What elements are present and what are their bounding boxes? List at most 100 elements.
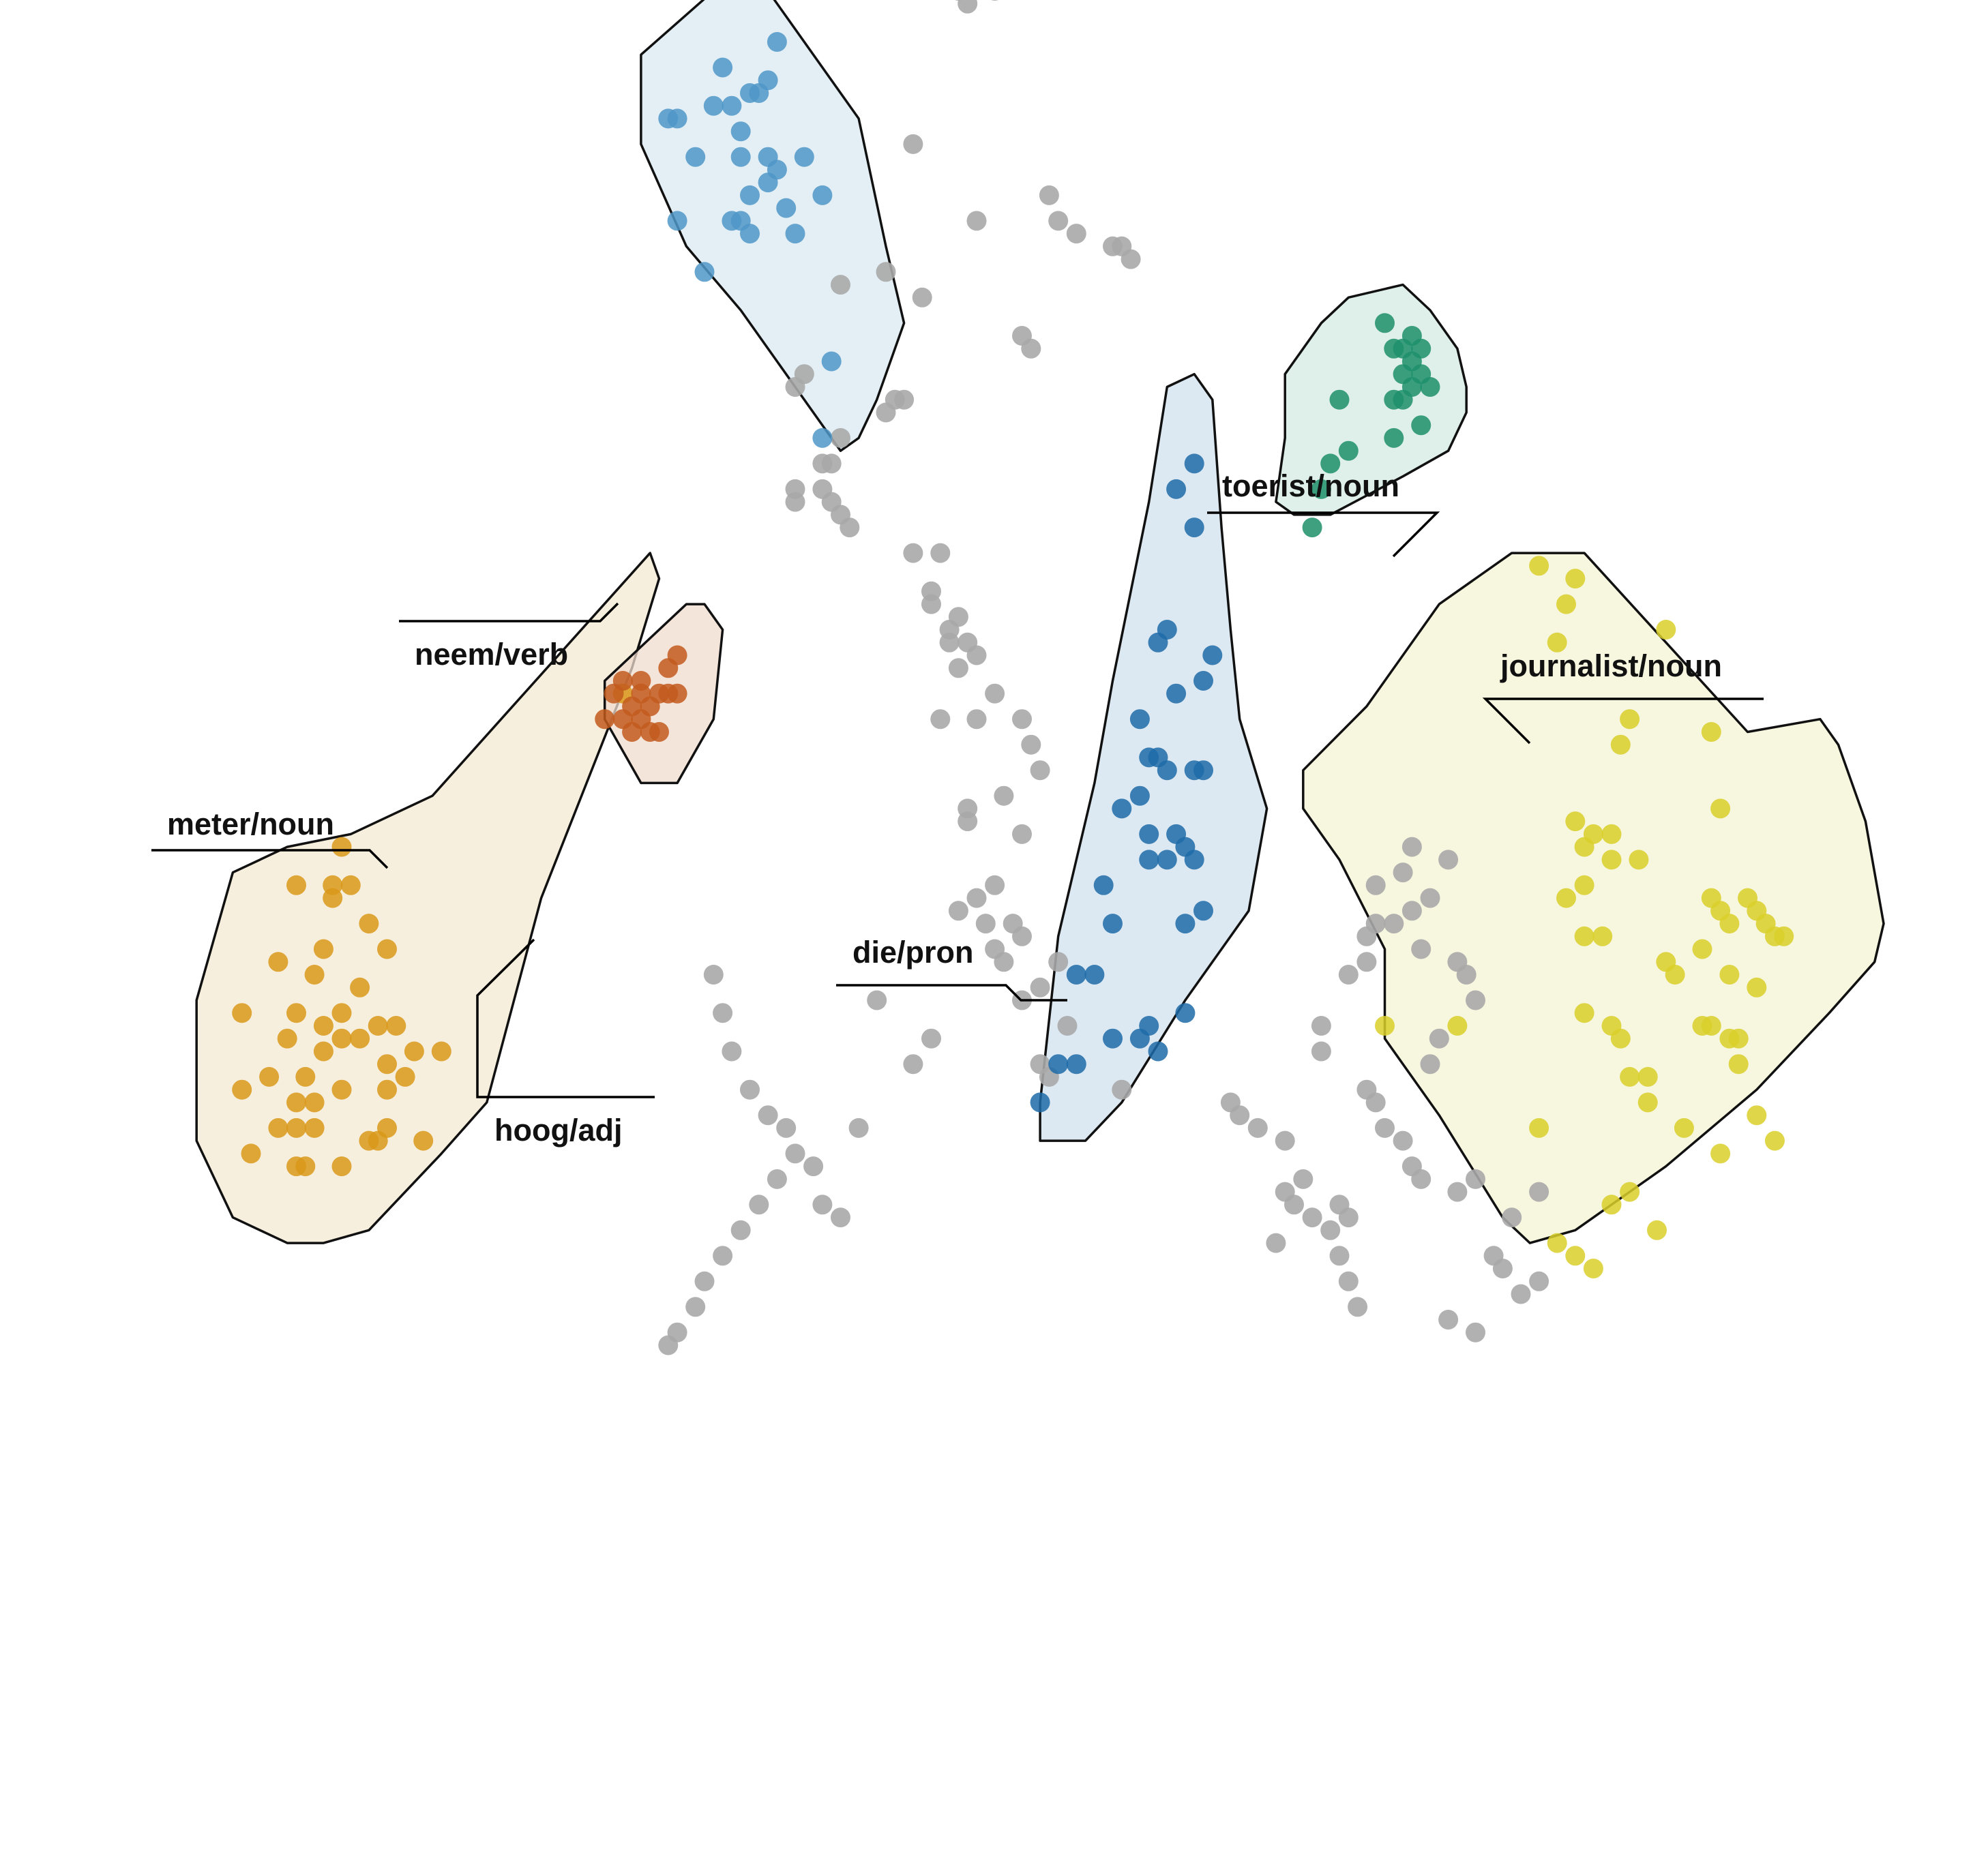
point-unclustered xyxy=(948,658,968,678)
point-neem-verb xyxy=(658,108,679,129)
point-unclustered xyxy=(1420,1054,1440,1075)
point-unclustered xyxy=(876,262,896,282)
point-meter-noun xyxy=(331,837,352,857)
point-meter-noun xyxy=(313,939,333,959)
point-unclustered xyxy=(1401,901,1422,921)
label-group-neem-verb: neem/verb xyxy=(399,602,619,672)
point-die-pron xyxy=(1193,760,1213,781)
point-journalist-noun xyxy=(1592,926,1613,946)
point-toerist-noun xyxy=(1411,338,1431,359)
point-unclustered xyxy=(966,709,987,730)
point-neem-verb xyxy=(730,147,751,167)
leader-line-hoog-adj xyxy=(476,938,655,1098)
point-die-pron xyxy=(1112,798,1132,819)
point-journalist-noun xyxy=(1601,850,1622,870)
point-unclustered xyxy=(1492,1259,1513,1278)
point-unclustered xyxy=(894,389,915,410)
point-unclustered xyxy=(1438,850,1459,870)
point-neem-verb xyxy=(694,262,715,282)
point-unclustered xyxy=(1375,1118,1395,1138)
point-unclustered xyxy=(1338,965,1359,985)
point-unclustered xyxy=(1012,709,1032,730)
point-toerist-noun xyxy=(1320,453,1341,474)
point-journalist-noun xyxy=(1637,1066,1658,1087)
point-unclustered xyxy=(1393,1130,1413,1151)
point-die-pron xyxy=(1048,1054,1069,1075)
point-toerist-noun xyxy=(1420,377,1440,397)
point-unclustered xyxy=(1466,990,1485,1010)
point-die-pron xyxy=(1103,914,1123,934)
point-unclustered xyxy=(1320,1220,1341,1240)
point-unclustered xyxy=(1393,862,1413,883)
point-hoog-adj xyxy=(649,722,669,742)
point-journalist-noun xyxy=(1747,1105,1767,1126)
point-unclustered xyxy=(1057,1016,1078,1036)
point-meter-noun xyxy=(277,1028,297,1049)
point-die-pron xyxy=(1139,850,1159,870)
point-neem-verb xyxy=(776,198,797,218)
point-meter-noun xyxy=(295,1066,316,1087)
point-die-pron xyxy=(1139,1016,1159,1036)
point-meter-noun xyxy=(232,1003,252,1023)
point-die-pron xyxy=(1157,760,1177,781)
point-journalist-noun xyxy=(1728,1054,1749,1075)
point-meter-noun xyxy=(304,1092,325,1113)
unclustered-points xyxy=(658,0,1549,1355)
point-unclustered xyxy=(930,543,951,563)
point-unclustered xyxy=(1365,1092,1386,1113)
point-unclustered xyxy=(713,1003,733,1023)
point-unclustered xyxy=(948,901,968,921)
point-unclustered xyxy=(1012,824,1032,844)
point-unclustered xyxy=(1511,1284,1531,1304)
point-die-pron xyxy=(1193,671,1213,691)
point-meter-noun xyxy=(377,1079,397,1100)
label-group-hoog-adj: hoog/adj xyxy=(476,938,655,1148)
point-unclustered xyxy=(831,427,850,448)
label-group-meter-noun: meter/noun xyxy=(151,807,389,869)
point-die-pron xyxy=(1175,914,1196,934)
point-neem-verb xyxy=(730,121,751,142)
point-hoog-adj xyxy=(612,671,633,691)
point-unclustered xyxy=(749,1195,769,1215)
point-unclustered xyxy=(785,1143,805,1164)
point-journalist-noun xyxy=(1637,1092,1658,1113)
point-unclustered xyxy=(1230,1105,1250,1126)
point-journalist-noun xyxy=(1674,1118,1694,1138)
point-unclustered xyxy=(1066,224,1086,244)
point-meter-noun xyxy=(404,1041,424,1062)
point-neem-verb xyxy=(812,427,833,448)
point-die-pron xyxy=(1139,824,1159,844)
point-unclustered xyxy=(1466,1169,1485,1189)
point-unclustered xyxy=(921,1028,941,1049)
leader-line-die-pron xyxy=(836,984,1067,1002)
point-journalist-noun xyxy=(1701,722,1721,742)
point-neem-verb xyxy=(785,224,805,244)
point-die-pron xyxy=(1193,901,1213,921)
point-neem-verb xyxy=(722,95,742,116)
point-unclustered xyxy=(1302,1208,1322,1228)
point-unclustered xyxy=(1384,914,1404,934)
point-unclustered xyxy=(1030,977,1050,997)
point-unclustered xyxy=(966,888,987,908)
point-neem-verb xyxy=(794,147,814,167)
point-unclustered xyxy=(794,364,814,385)
point-unclustered xyxy=(1401,837,1422,857)
point-unclustered xyxy=(694,1271,715,1291)
point-journalist-noun xyxy=(1656,620,1676,640)
point-hoog-adj xyxy=(595,709,615,730)
point-die-pron xyxy=(1066,1054,1086,1075)
point-neem-verb xyxy=(713,57,733,78)
point-meter-noun xyxy=(331,1003,352,1023)
point-journalist-noun xyxy=(1665,965,1685,985)
point-journalist-noun xyxy=(1629,850,1649,870)
point-toerist-noun xyxy=(1375,313,1395,333)
point-unclustered xyxy=(994,785,1014,806)
point-die-pron xyxy=(1184,518,1204,538)
point-meter-noun xyxy=(350,1028,370,1049)
point-unclustered xyxy=(848,1118,869,1138)
point-unclustered xyxy=(1529,1182,1549,1202)
point-unclustered xyxy=(776,1118,797,1138)
leader-line-toerist-noun xyxy=(1207,511,1440,558)
point-unclustered xyxy=(1012,926,1032,946)
point-unclustered xyxy=(1365,875,1386,895)
